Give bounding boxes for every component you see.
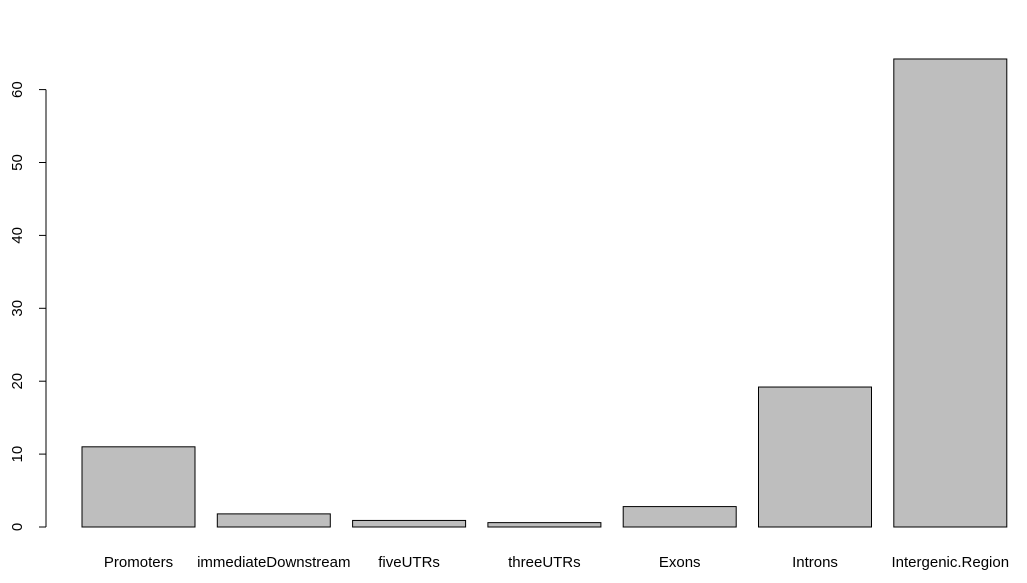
y-tick-label: 50 [9, 154, 26, 171]
y-axis: 0 10 20 30 40 50 60 [9, 81, 47, 531]
y-tick-label: 0 [9, 523, 26, 531]
x-axis-labels: Promoters immediateDownstream fiveUTRs thre… [104, 554, 1009, 571]
x-category-label: Promoters [104, 554, 173, 571]
y-tick-label: 20 [9, 373, 26, 390]
x-category-label: Introns [792, 554, 838, 571]
y-tick-label: 30 [9, 300, 26, 317]
bar-introns [758, 386, 872, 528]
x-category-label: threeUTRs [508, 554, 581, 571]
x-category-label: Exons [659, 554, 701, 571]
x-category-label: fiveUTRs [378, 554, 440, 571]
x-category-label: Intergenic.Region [892, 554, 1010, 571]
bar-intergenic-region [893, 58, 1008, 528]
y-tick-label: 40 [9, 227, 26, 244]
bar-exons [622, 506, 737, 528]
bar-promoters [81, 446, 196, 528]
x-category-label: immediateDownstream [197, 554, 350, 571]
bar-immediatedownstream [216, 513, 331, 528]
bar-fiveutrs [352, 519, 467, 528]
bar-threeutrs [487, 522, 602, 528]
y-tick-label: 10 [9, 446, 26, 463]
bars-group [81, 58, 1008, 528]
y-tick-label: 60 [9, 81, 26, 98]
